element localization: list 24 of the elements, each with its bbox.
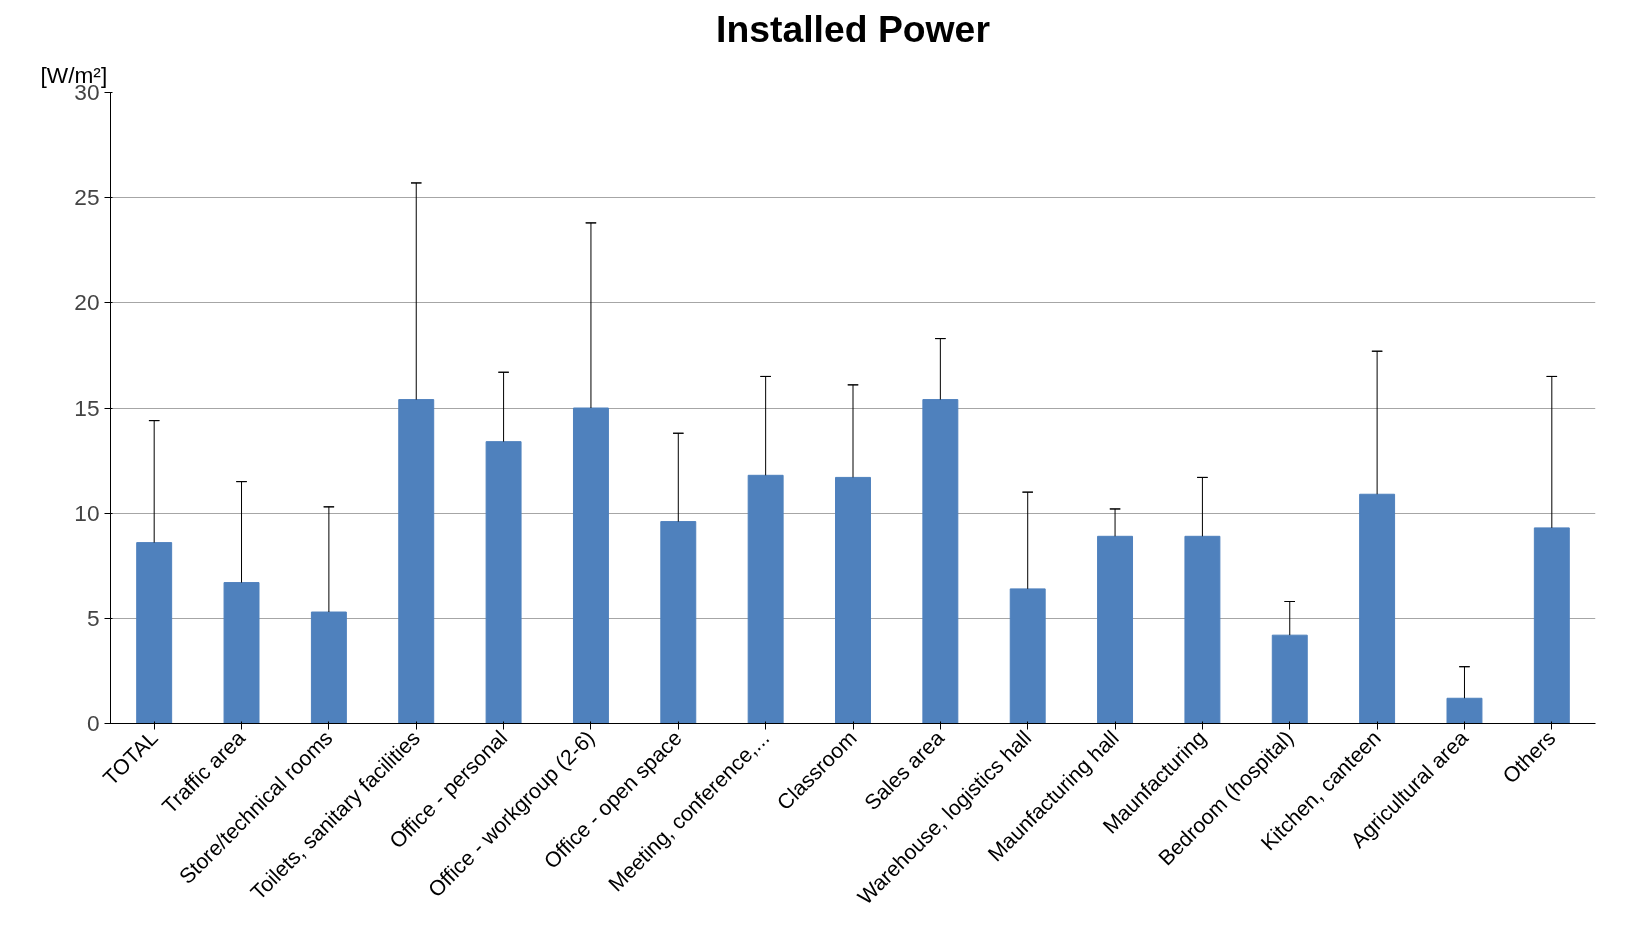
bar [1533,527,1570,724]
y-tick-label: 25 [74,184,100,211]
bar [1097,535,1134,724]
bar [136,542,173,724]
bar [572,407,609,724]
bar [747,474,784,724]
bar [660,521,697,724]
bar [1446,697,1483,724]
bar [310,611,347,724]
y-tick-label: 5 [86,604,100,631]
bar [485,441,522,724]
bar [1009,588,1046,724]
y-tick-label: 10 [74,499,100,526]
bar [398,399,435,724]
bar [835,476,871,724]
y-tick-label: 0 [86,710,100,736]
y-tick-label: 20 [74,289,100,316]
bar [223,582,260,724]
bar [1184,535,1221,724]
chart-title: Installed Power [716,7,990,50]
bar [922,399,959,724]
y-tick-label: 15 [74,394,100,421]
bar [1359,493,1396,724]
bar [1271,634,1308,724]
